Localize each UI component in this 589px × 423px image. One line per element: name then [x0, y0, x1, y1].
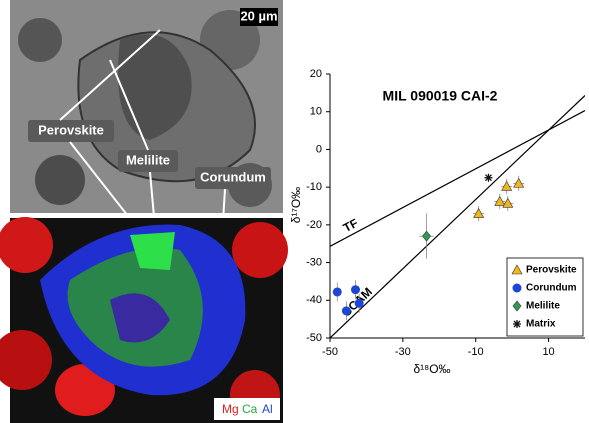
- point: [354, 298, 364, 308]
- y-tick-label: -50: [306, 332, 322, 344]
- legend-label: Melilite: [526, 301, 560, 312]
- legend-marker: [513, 320, 521, 328]
- point: [501, 180, 513, 191]
- point: [422, 230, 431, 242]
- y-tick-label: -20: [306, 219, 322, 231]
- point: [341, 306, 351, 316]
- x-tick-label: -10: [468, 346, 484, 358]
- y-tick-label: 10: [310, 106, 322, 118]
- legend-label: Corundum: [526, 283, 577, 294]
- y-tick-label: -30: [306, 256, 322, 268]
- point: [494, 195, 506, 206]
- legend-label: Matrix: [526, 319, 556, 330]
- eds-image: Mg Ca Al: [0, 217, 288, 423]
- x-axis-label: δ¹⁸O‰: [413, 362, 450, 376]
- y-tick-label: 20: [310, 68, 322, 80]
- x-tick-label: -50: [322, 346, 338, 358]
- point: [502, 197, 514, 208]
- x-tick-label: -30: [395, 346, 411, 358]
- y-axis-label: δ¹⁷O‰: [289, 187, 303, 223]
- y-tick-label: -40: [306, 294, 322, 306]
- reference-line: [330, 95, 585, 338]
- scale-bar: 20 µm: [240, 8, 277, 23]
- image-label: Melilite: [126, 152, 170, 167]
- reference-line-label: TF: [341, 216, 361, 235]
- point: [351, 285, 360, 295]
- channel-label: Al: [262, 402, 273, 416]
- channel-label: Ca: [242, 402, 258, 416]
- y-tick-label: -10: [306, 181, 322, 193]
- chart-title: MIL 090019 CAI-2: [383, 88, 498, 104]
- image-label: Corundum: [200, 169, 266, 184]
- point: [513, 177, 525, 188]
- image-label: Perovskite: [38, 122, 104, 137]
- channel-label: Mg: [222, 402, 239, 416]
- legend-marker: [511, 264, 523, 275]
- point: [473, 207, 485, 218]
- x-tick-label: 10: [542, 346, 554, 358]
- point: [484, 173, 493, 182]
- reference-line: [330, 110, 585, 247]
- legend-marker: [512, 283, 522, 293]
- bse-image: 20 µm Perovskite Melilite Corundum: [10, 0, 283, 271]
- legend-marker: [512, 300, 522, 312]
- chart: MIL 090019 CAI-2 δ¹⁸O‰ δ¹⁷O‰ 20 10 0 -10 -20…: [289, 68, 585, 376]
- legend-label: Perovskite: [526, 265, 577, 276]
- point: [332, 287, 342, 297]
- y-tick-label: 0: [316, 143, 322, 155]
